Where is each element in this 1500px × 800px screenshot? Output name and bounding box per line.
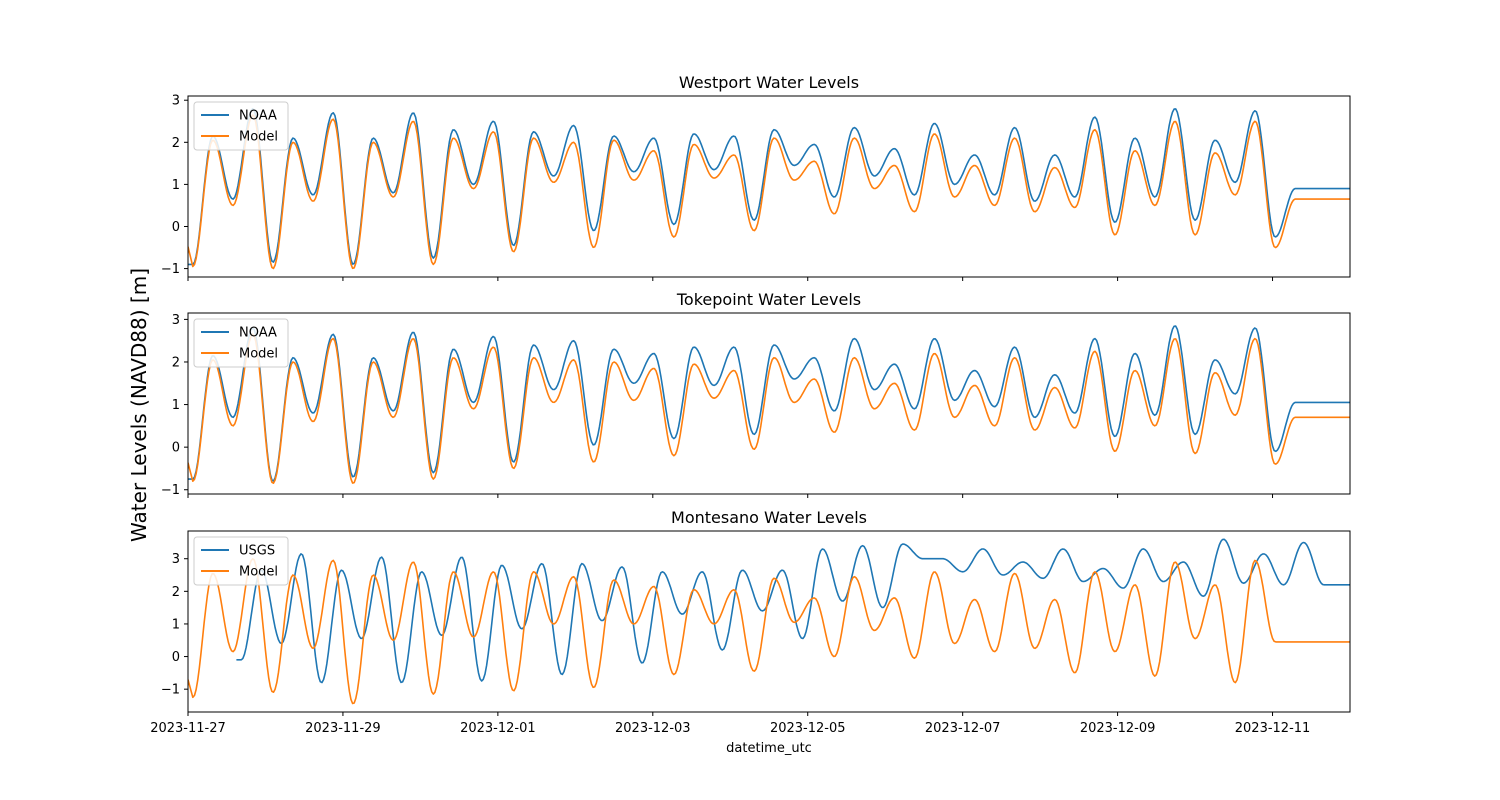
y-tick-label: 0: [172, 220, 180, 235]
plot-frame: [187, 95, 1351, 278]
series-line-noaa: [188, 325, 1350, 482]
y-tick-label: 1: [172, 398, 180, 413]
x-tick-label: 2023-11-29: [305, 721, 381, 736]
x-tick-label: 2023-12-07: [925, 721, 1001, 736]
x-tick-label: 2023-12-01: [460, 721, 536, 736]
y-tick-label: 3: [172, 313, 180, 328]
panel-title: Tokepoint Water Levels: [676, 290, 861, 309]
y-axis-label: Water Levels (NAVD88) [m]: [127, 268, 151, 542]
legend-label: Model: [239, 130, 278, 145]
x-tick-label: 2023-12-03: [615, 721, 691, 736]
legend: NOAA Model: [193, 101, 289, 151]
y-tick-label: −1: [161, 262, 180, 277]
y-tick-label: 0: [172, 441, 180, 456]
legend-label: NOAA: [239, 326, 277, 341]
legend-label: Model: [239, 565, 278, 580]
x-tick-label: 2023-12-05: [770, 721, 846, 736]
y-tick-label: −1: [161, 483, 180, 498]
series-line-usgs: [236, 538, 1350, 684]
y-tick-label: 3: [172, 552, 180, 567]
x-tick-label: 2023-12-11: [1235, 721, 1311, 736]
panel-title: Montesano Water Levels: [671, 508, 867, 527]
x-tick-label: 2023-11-27: [150, 721, 226, 736]
y-tick-label: 2: [172, 355, 180, 370]
panel-title: Westport Water Levels: [679, 73, 859, 92]
y-tick-label: −1: [161, 683, 180, 698]
y-tick-label: 2: [172, 136, 180, 151]
legend: USGS Model: [193, 536, 289, 586]
y-tick-label: 2: [172, 585, 180, 600]
panel-1: Westport Water Levels −1 0 1 2 3 NOAA Model: [161, 73, 1351, 281]
panel-3: Montesano Water Levels −1 0 1 2 3 2023-11-27 20…: [150, 508, 1351, 736]
x-axis-label: datetime_utc: [726, 741, 812, 756]
plot-frame: [187, 312, 1351, 495]
series-line-model: [188, 333, 1350, 485]
legend-label: Model: [239, 347, 278, 362]
legend-label: NOAA: [239, 109, 277, 124]
y-tick-label: 0: [172, 650, 180, 665]
legend-label: USGS: [239, 544, 275, 559]
legend: NOAA Model: [193, 318, 289, 368]
y-tick-label: 1: [172, 178, 180, 193]
y-tick-label: 3: [172, 94, 180, 109]
series-line-model: [188, 557, 1350, 705]
panel-2: Tokepoint Water Levels −1 0 1 2 3 NOAA Model: [161, 290, 1351, 498]
x-tick-label: 2023-12-09: [1080, 721, 1156, 736]
series-line-model: [188, 114, 1350, 270]
y-tick-label: 1: [172, 617, 180, 632]
plot-frame: [187, 530, 1351, 713]
series-line-noaa: [188, 107, 1350, 266]
